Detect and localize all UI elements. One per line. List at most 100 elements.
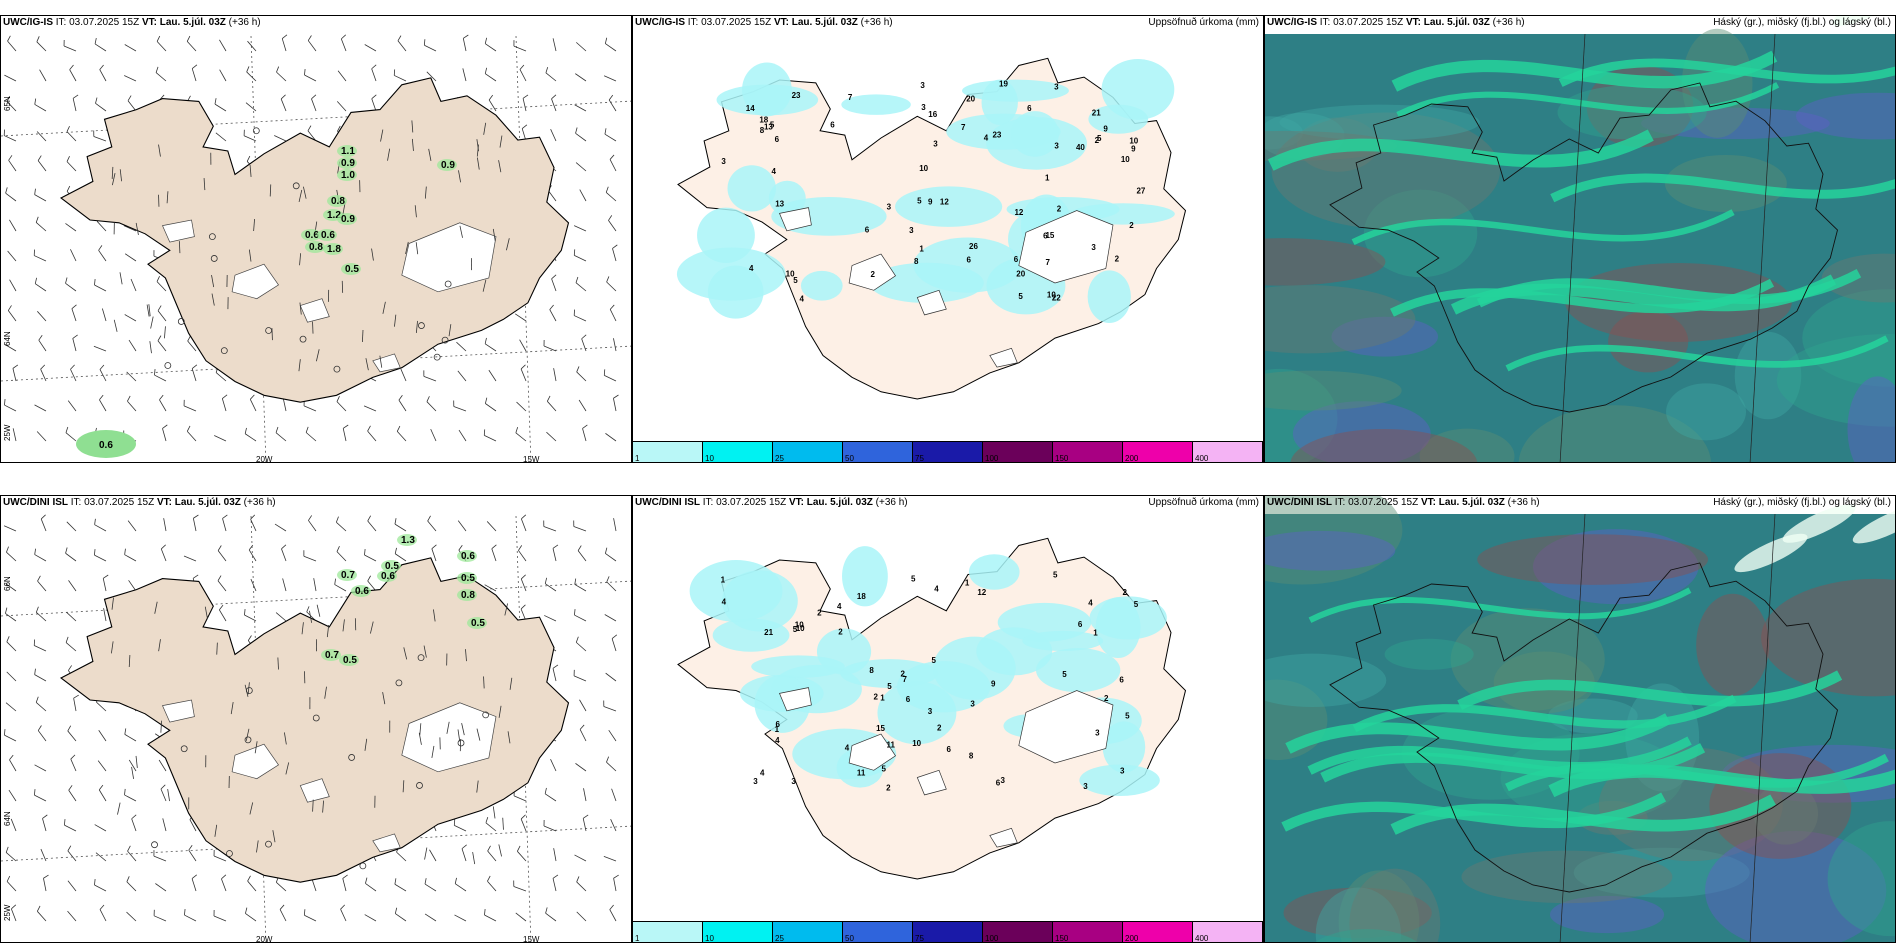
wind-barb <box>217 545 227 562</box>
precip-area <box>869 262 984 304</box>
wind-barb <box>394 878 407 892</box>
wind-barb <box>403 647 408 660</box>
wind-barb <box>370 621 374 634</box>
wind-barb <box>608 215 617 232</box>
calm-circle <box>245 687 253 694</box>
precip-amount: 6 <box>1027 104 1032 113</box>
wind-barb <box>66 521 77 532</box>
wind-barb <box>34 188 47 202</box>
precip-blob <box>337 569 357 581</box>
precip-area <box>842 546 888 607</box>
wind-barb <box>430 428 437 442</box>
wind-barb <box>94 37 107 52</box>
wind-barb <box>446 721 450 734</box>
wind-barb <box>498 705 502 718</box>
wind-barb <box>94 518 107 532</box>
wind-barb <box>94 549 107 562</box>
wind-barb <box>5 607 17 622</box>
legend-label: 1 <box>635 454 640 463</box>
wind-barb <box>367 515 377 532</box>
wind-barb <box>316 604 321 617</box>
wind-barb <box>448 324 452 337</box>
precip-blob <box>337 213 357 225</box>
wind-barb <box>213 849 227 862</box>
wind-barb <box>603 369 617 382</box>
glacier <box>989 827 1018 848</box>
wind-barb <box>156 35 167 52</box>
precip-label: 0.9 <box>341 214 355 225</box>
panel-right-title: Háský (gr.), miðský (fj.bl.) og lágský (… <box>1713 497 1891 508</box>
cloud-layer <box>1265 116 1303 150</box>
wind-barb <box>337 70 347 82</box>
wind-barb <box>99 64 107 82</box>
precip-amount: 2 <box>1104 694 1109 703</box>
glacier <box>162 699 195 723</box>
wind-barb <box>36 36 47 52</box>
legend-label: 25 <box>775 934 784 943</box>
wind-barb <box>522 94 529 112</box>
wind-barb <box>245 907 257 922</box>
glacier <box>1018 210 1114 284</box>
wind-map: 1.10.91.00.81.2 0.90.6 0.60.8 1.80.50.90.62… <box>1 34 631 462</box>
wind-barb <box>148 304 151 317</box>
cloud-band <box>1307 736 1692 775</box>
cloud-layer <box>1796 92 1895 140</box>
precip-label: 0.7 <box>341 570 355 581</box>
precip-amount: 2 <box>817 609 822 618</box>
precip-amount: 4 <box>722 598 727 607</box>
wind-barb <box>340 34 347 52</box>
wind-barb <box>40 848 47 862</box>
wind-barb <box>42 814 48 832</box>
wind-barb <box>454 877 467 892</box>
cloud-band <box>1390 278 1775 317</box>
wind-barb <box>606 276 617 292</box>
wind-barb <box>119 272 123 285</box>
wind-barb <box>513 40 527 52</box>
wind-barb <box>219 39 227 52</box>
wind-barb <box>244 609 257 622</box>
precip-amount: 6 <box>967 255 972 264</box>
panel-header: UWC/DINI ISL IT: 03.07.2025 15Z VT: Lau.… <box>635 497 908 508</box>
wind-barb <box>507 731 511 744</box>
cloud-layer <box>1265 285 1416 354</box>
precip-label: 0.9 <box>341 158 355 169</box>
wind-barb <box>424 878 437 892</box>
precip-map: 6334156743923216531026206403139181375124… <box>676 57 1187 400</box>
precip-amount: 3 <box>909 226 914 235</box>
wind-barb <box>34 789 47 802</box>
cloud-band <box>1308 587 1692 623</box>
wind-barb <box>249 394 257 412</box>
precip-amount: 1 <box>721 576 726 585</box>
wind-barb <box>274 523 287 532</box>
precip-amount: 5 <box>917 197 922 206</box>
wind-barb <box>387 148 391 161</box>
precip-area <box>754 674 811 733</box>
wind-barb <box>365 358 369 371</box>
precip-blob <box>457 572 477 584</box>
calm-circle <box>177 318 185 325</box>
wind-barb <box>484 397 497 412</box>
wind-barb <box>336 546 347 562</box>
wind-barb <box>574 104 587 112</box>
wind-barb <box>126 876 137 892</box>
wind-barb <box>127 395 137 412</box>
wind-barb <box>342 874 348 892</box>
precip-amount: 6 <box>775 135 780 144</box>
wind-barb <box>498 160 502 173</box>
legend-swatch <box>1053 442 1123 462</box>
cloud-layer <box>1557 85 1707 140</box>
precip-amount: 26 <box>969 242 978 251</box>
wind-barb <box>552 544 559 562</box>
calm-circle <box>265 327 273 334</box>
precip-area <box>1101 59 1175 120</box>
wind-barb <box>192 514 199 532</box>
cloud-layer <box>1666 383 1747 441</box>
wind-barb <box>498 844 502 857</box>
precip-amount: 6 <box>865 225 870 234</box>
precip-amount: 1 <box>965 579 970 588</box>
precip-amount: 3 <box>1054 83 1059 92</box>
precip-amount: 11 <box>886 741 895 750</box>
wind-barb <box>324 686 327 699</box>
wind-barb <box>35 696 47 712</box>
wind-barb <box>579 189 587 202</box>
